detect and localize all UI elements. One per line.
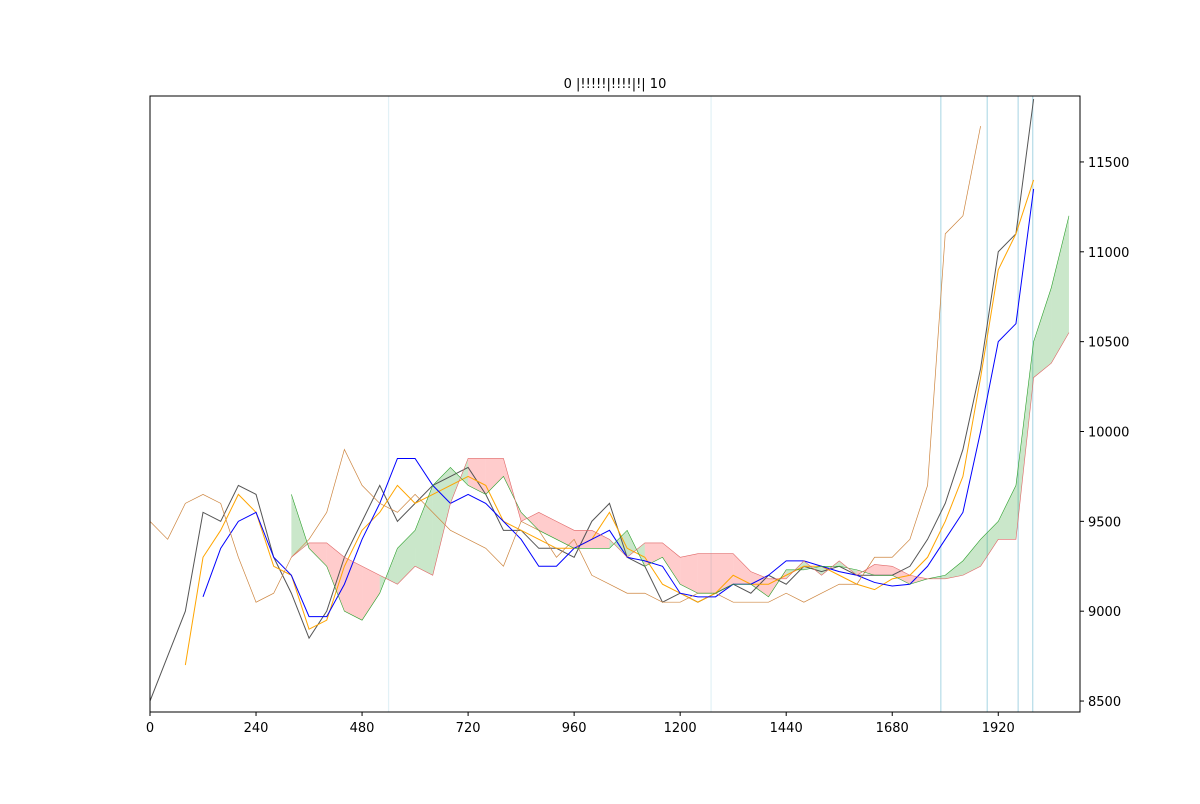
x-tick-label: 240: [244, 721, 269, 736]
y-tick-label: 10500: [1088, 336, 1129, 351]
cloud-segment: [556, 521, 575, 549]
cloud-segment: [945, 560, 963, 579]
y-tick-label: 11500: [1088, 156, 1129, 171]
cloud-segment: [715, 553, 734, 594]
cloud-segment: [538, 512, 557, 540]
cloud-segment: [397, 530, 416, 585]
y-tick-label: 9500: [1088, 515, 1121, 530]
cloud-segment: [309, 542, 327, 567]
line-close: [150, 98, 1035, 702]
line-kijun: [202, 188, 1035, 618]
chart-title: 0 |!!!!!|!!!!|!| 10: [564, 77, 667, 92]
cloud-segment: [998, 485, 1016, 540]
cloud-segment: [733, 553, 751, 585]
line-span_b: [291, 332, 1070, 585]
x-tick-label: 720: [456, 721, 481, 736]
cloud-segment: [485, 458, 504, 495]
cloud-segment: [980, 521, 999, 567]
cloud-segment: [909, 575, 928, 585]
cloud-segment: [697, 553, 716, 594]
line-chikou: [150, 125, 981, 603]
plot-frame: [149, 95, 1081, 713]
cloud-segment: [326, 542, 345, 612]
cloud-segment: [874, 564, 893, 576]
x-tick-label: 1440: [770, 721, 803, 736]
x-tick-label: 480: [350, 721, 375, 736]
y-tick-label: 10000: [1088, 425, 1129, 440]
cloud-segment: [468, 458, 486, 495]
y-tick-label: 8500: [1088, 695, 1121, 710]
x-tick-label: 1680: [876, 721, 909, 736]
cloud-segment: [1051, 215, 1069, 364]
cloud-segment: [1015, 341, 1034, 540]
cloud-segment: [680, 553, 698, 594]
x-tick-label: 960: [562, 721, 587, 736]
cloud-segment: [962, 539, 981, 576]
line-tenkan: [184, 179, 1035, 666]
cloud-segment: [591, 530, 610, 549]
cloud-segment: [1033, 287, 1052, 378]
y-tick-label: 11000: [1088, 246, 1129, 261]
cloud-segment: [644, 542, 663, 567]
cloud-segment: [362, 566, 380, 621]
cloud-segment: [344, 557, 363, 621]
cloud-segment: [662, 542, 681, 585]
y-tick-label: 9000: [1088, 605, 1121, 620]
cloud-segment: [291, 494, 310, 558]
x-tick-label: 1920: [982, 721, 1015, 736]
x-tick-label: 1200: [664, 721, 697, 736]
line-span_a: [291, 215, 1070, 621]
cloud-segment: [892, 566, 910, 585]
x-tick-label: 0: [146, 721, 154, 736]
